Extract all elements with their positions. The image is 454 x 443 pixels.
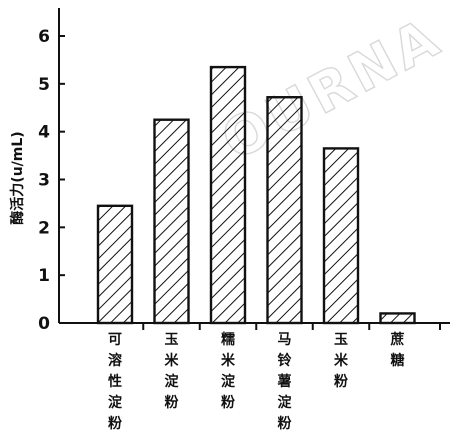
y-tick-label: 0 xyxy=(38,314,50,334)
x-tick-label: 马铃薯淀粉 xyxy=(277,332,293,432)
y-tick-label: 3 xyxy=(38,171,50,191)
x-tick-label: 可溶性淀粉 xyxy=(108,332,123,432)
y-tick-label: 1 xyxy=(38,266,50,286)
y-tick-label: 4 xyxy=(38,123,50,143)
bar xyxy=(322,147,360,325)
bar xyxy=(153,118,190,325)
y-tick-label: 2 xyxy=(38,218,50,238)
bar xyxy=(209,65,247,325)
y-tick-label: 6 xyxy=(38,27,50,47)
x-tick-label: 蔗糖 xyxy=(390,331,405,369)
plot-area: 0 1 2 3 4 5 6 可溶性淀粉 玉米淀粉 糯米淀粉 马铃薯淀粉 玉米粉 蔗糖 xyxy=(38,8,450,432)
x-tick-label: 糯米淀粉 xyxy=(221,331,236,411)
x-tick-label: 玉米淀粉 xyxy=(165,332,180,411)
bar xyxy=(266,96,303,325)
x-tick-label: 玉米粉 xyxy=(334,332,349,390)
bar xyxy=(379,312,416,325)
y-tick-label: 5 xyxy=(38,75,50,95)
bar xyxy=(96,204,134,325)
y-axis-label: 酶活力(u/mL) xyxy=(9,131,26,224)
